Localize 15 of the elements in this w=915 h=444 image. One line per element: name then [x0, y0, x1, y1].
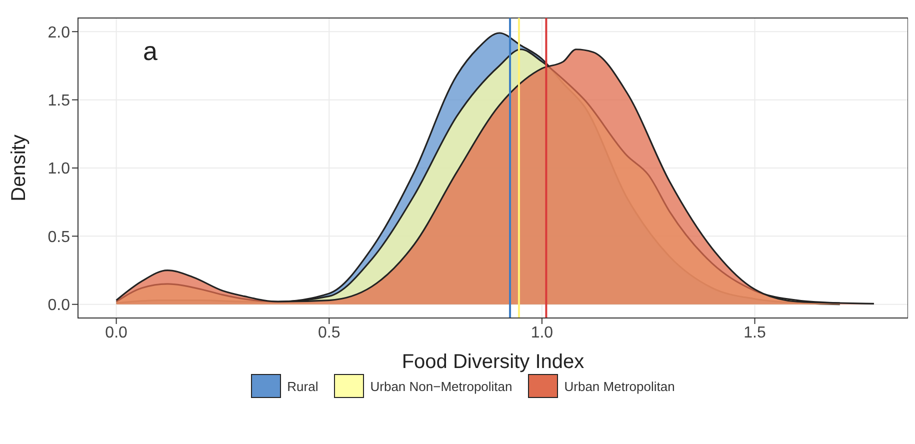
- legend-label: Urban Non−Metropolitan: [369, 378, 512, 396]
- x-tick-label: 0.5: [318, 324, 340, 342]
- y-tick-label: 1.0: [48, 160, 70, 178]
- y-tick-label: 0.0: [48, 297, 70, 314]
- x-axis-title: Food Diversity Index: [402, 351, 584, 373]
- x-tick-label: 0.0: [105, 324, 128, 342]
- legend-label: Rural: [286, 378, 318, 396]
- y-tick-label: 1.5: [48, 92, 70, 110]
- y-tick-label: 0.5: [48, 228, 70, 246]
- legend-label: Urban Metropolitan: [563, 378, 675, 396]
- y-tick-label: 2.0: [48, 24, 70, 42]
- annotation: a: [143, 36, 158, 66]
- x-tick-label: 1.0: [530, 324, 554, 342]
- x-tick-label: 1.5: [744, 324, 766, 342]
- y-axis-title: Density: [8, 134, 30, 202]
